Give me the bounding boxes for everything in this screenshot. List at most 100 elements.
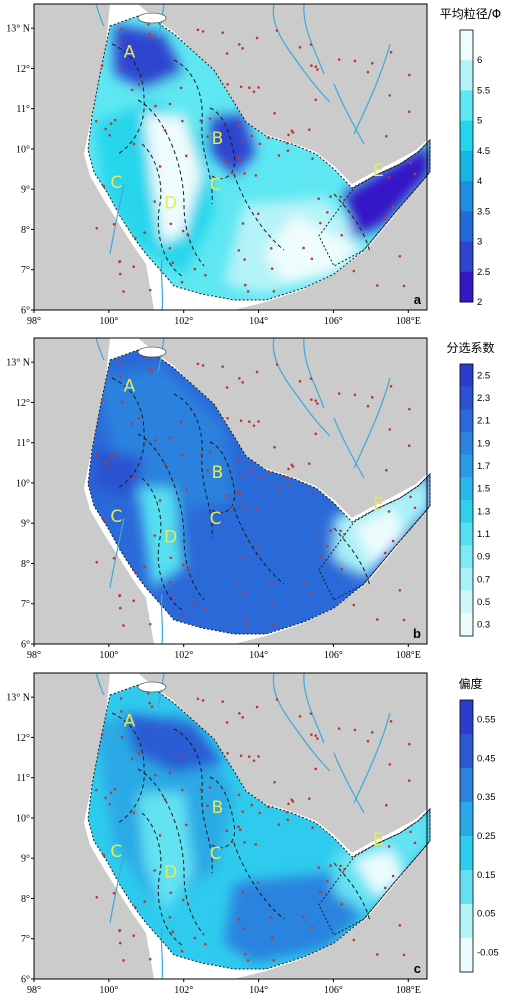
sample-dot	[352, 269, 356, 273]
sample-dot	[353, 59, 357, 63]
sample-dot	[169, 556, 173, 560]
y-tick-label: 13° N	[6, 24, 30, 35]
sample-dot	[143, 231, 146, 234]
sample-dot	[326, 211, 329, 214]
zone-label-c: C	[110, 842, 122, 862]
sample-dot	[132, 599, 135, 603]
sample-dot	[112, 556, 116, 560]
sample-dot	[257, 86, 260, 89]
sample-dot	[256, 212, 260, 216]
sample-dot	[204, 607, 207, 611]
y-tick-label: 12°	[16, 733, 30, 744]
x-tick-label: 108°E	[396, 985, 421, 996]
colorbar-swatch	[460, 522, 473, 546]
sample-dot	[120, 735, 124, 739]
sample-dot	[186, 902, 190, 906]
sample-dot	[204, 942, 207, 946]
river	[160, 593, 164, 645]
sample-dot	[310, 257, 314, 261]
sample-dot	[250, 468, 254, 472]
sample-dot	[314, 432, 318, 436]
sample-dot	[286, 141, 289, 145]
land-area	[234, 508, 427, 644]
sample-dot	[329, 195, 332, 198]
zone-contour	[333, 862, 371, 922]
sample-dot	[370, 731, 374, 734]
sample-dot	[109, 791, 113, 794]
sample-dot	[298, 380, 302, 383]
sample-dot	[118, 941, 122, 945]
colorbar-tick-label: 5.5	[477, 85, 490, 96]
river	[303, 337, 325, 409]
contour-fill	[124, 713, 224, 773]
sample-dot	[181, 453, 184, 457]
sample-dot	[407, 110, 411, 114]
sample-dot	[237, 825, 240, 829]
sample-dot	[387, 845, 391, 848]
sample-dot	[226, 751, 229, 755]
colorbar-swatch	[460, 271, 473, 303]
sample-dot	[319, 890, 322, 894]
sample-dot	[148, 622, 152, 626]
sample-dot	[206, 135, 209, 138]
colorbar-tick-label: -0.05	[477, 948, 499, 959]
y-tick-label: 6°	[21, 640, 30, 651]
sample-dot	[409, 830, 412, 834]
sample-dot	[163, 462, 167, 466]
colorbar-swatch	[460, 409, 473, 433]
colorbar-tick-label: 0.3	[477, 620, 490, 631]
sample-dot	[243, 927, 246, 930]
sample-dot	[148, 32, 151, 36]
sample-dot	[314, 734, 318, 737]
contour-fill	[94, 448, 144, 498]
sample-dot	[273, 780, 276, 784]
sample-dot	[339, 864, 342, 868]
colorbar-swatch	[460, 768, 473, 803]
sample-dot	[366, 404, 370, 408]
sample-dot	[258, 142, 262, 146]
sample-dot	[370, 396, 374, 399]
sample-dot	[186, 233, 190, 237]
sample-dot	[387, 176, 391, 179]
sample-dot	[273, 445, 276, 449]
colorbar-tick-label: 2.5	[477, 267, 490, 278]
sample-dot	[193, 601, 197, 605]
sample-dot	[148, 288, 152, 292]
sample-dot	[250, 134, 254, 138]
sample-dot	[398, 589, 402, 592]
sample-dot	[252, 90, 256, 93]
river	[95, 672, 105, 696]
sample-dot	[339, 529, 342, 533]
sample-dot	[181, 788, 184, 792]
colorbar-tick-label: 1.3	[477, 506, 490, 517]
colorbar-tick-label: 1.1	[477, 529, 490, 540]
sample-dot	[329, 529, 332, 532]
x-tick-label: 104°	[249, 316, 268, 327]
sample-dot	[132, 934, 135, 938]
x-tick-label: 100°	[99, 650, 118, 661]
colorbar-tick-label: 6	[477, 55, 482, 66]
sample-dot	[273, 111, 276, 115]
sample-dot	[168, 915, 172, 919]
sample-dot	[206, 469, 209, 472]
sample-dot	[398, 255, 402, 258]
colorbar-swatch	[460, 545, 473, 569]
sample-dot	[239, 85, 243, 89]
sample-dot	[163, 128, 167, 132]
colorbar-swatch	[460, 454, 473, 478]
x-axis-b: 98° 100° 102° 104° 106° 108°E	[27, 644, 421, 661]
zone-contour	[173, 728, 213, 874]
contour-fill	[344, 144, 430, 240]
sample-dot	[113, 118, 117, 122]
zone-label-b: B	[212, 129, 224, 149]
map-frame-c: A B C C D Ec	[33, 672, 431, 980]
sample-dot	[237, 43, 241, 46]
sample-dot	[201, 699, 205, 702]
x-tick-label: 106°	[324, 650, 343, 661]
x-tick-label: 104°	[249, 985, 268, 996]
sample-dot	[241, 47, 244, 50]
sample-dot	[147, 22, 150, 26]
zone-label-e: E	[373, 161, 384, 181]
panel-a: A B C C D Ea 98° 100° 102° 104° 106° 108°E 6° 7° 8° 9…	[6, 3, 501, 327]
colorbar-swatch	[460, 150, 473, 182]
